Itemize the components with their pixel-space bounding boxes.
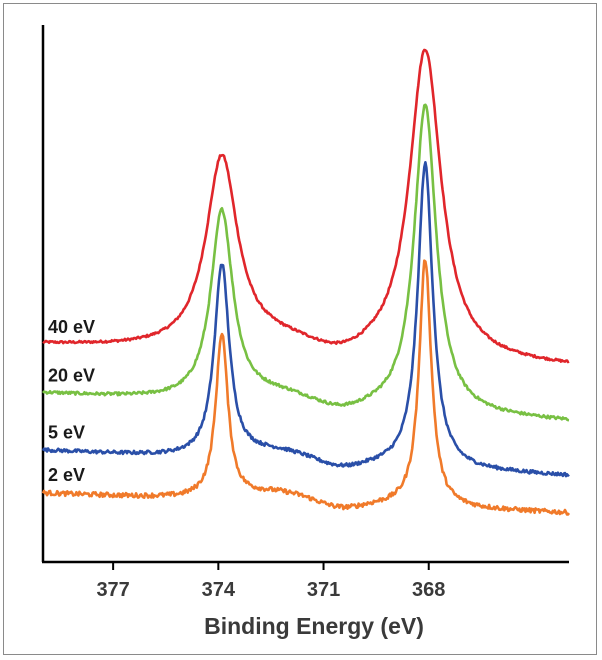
series-label-20-ev: 20 eV <box>48 365 95 385</box>
x-tick-label-368: 368 <box>412 579 445 601</box>
x-axis-title: Binding Energy (eV) <box>204 613 424 639</box>
x-tick-label-377: 377 <box>96 579 129 601</box>
series-label-40-ev: 40 eV <box>48 317 95 337</box>
series-line-40-ev <box>42 48 570 364</box>
series-line-2-ev <box>41 259 571 516</box>
x-tick-label-374: 374 <box>202 579 236 601</box>
series-label-5-ev: 5 eV <box>48 422 85 442</box>
x-tick-label-371: 371 <box>307 579 340 601</box>
series-label-2-ev: 2 eV <box>48 465 85 485</box>
chart-frame <box>3 3 597 655</box>
series-line-5-ev <box>41 161 570 478</box>
series-line-20-ev <box>42 103 570 422</box>
